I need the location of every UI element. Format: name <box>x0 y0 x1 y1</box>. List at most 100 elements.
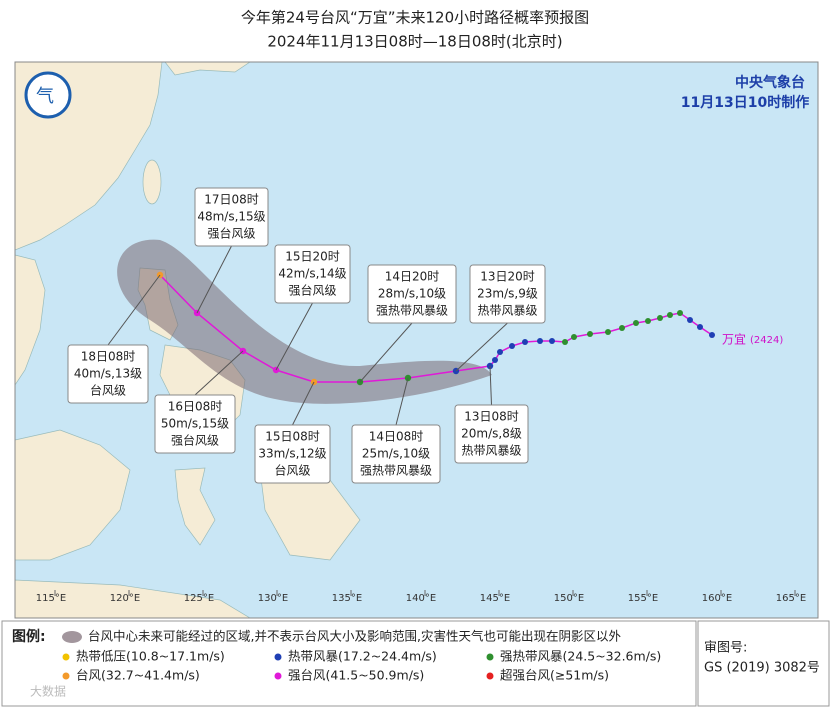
callout-box <box>274 244 351 304</box>
callout-level: 强台风级 <box>171 433 219 448</box>
issued: 11月13日10时制作 <box>681 94 809 111</box>
callout-level: 强台风级 <box>288 283 336 298</box>
callout-pointer <box>194 350 244 396</box>
past-point <box>709 332 715 338</box>
past-point <box>537 338 543 344</box>
callout-wind: 42m/s,14级 <box>278 267 346 281</box>
callout-box <box>194 187 269 247</box>
legend-swatch <box>274 672 282 680</box>
probability-cone <box>117 239 493 404</box>
lon-label: 120°E <box>110 593 140 604</box>
lon-label: 140°E <box>406 593 436 604</box>
callout-wind: 20m/s,8级 <box>461 427 522 441</box>
legend-cone-swatch <box>62 631 82 643</box>
past-point <box>587 331 593 337</box>
callout-pointer <box>275 302 313 371</box>
approval-number: GS (2019) 3082号 <box>704 661 820 676</box>
approval-box <box>697 620 830 707</box>
typhoon-code: (2424) <box>750 335 783 346</box>
callout-box <box>367 264 457 324</box>
callout-pointer <box>292 381 315 426</box>
legend-box <box>1 620 697 707</box>
callout-time: 14日20时 <box>385 270 440 284</box>
callout-box <box>154 394 236 454</box>
logo <box>24 71 72 119</box>
callout-wind: 28m/s,10级 <box>378 287 446 301</box>
callout-wind: 50m/s,15级 <box>161 417 229 431</box>
callout-level: 热带风暴级 <box>477 304 537 318</box>
past-point <box>633 320 639 326</box>
legend-swatch <box>62 653 70 661</box>
legend-label: 强台风(41.5~50.9m/s) <box>288 668 424 683</box>
lon-label: 145°E <box>480 593 510 604</box>
lon-label: 130°E <box>258 593 288 604</box>
legend-label: 超强台风(≥51m/s) <box>500 668 609 683</box>
legend-swatch <box>274 653 282 661</box>
callout-time: 15日20时 <box>285 250 340 264</box>
callout-wind: 23m/s,9级 <box>477 287 538 301</box>
past-point <box>522 339 528 345</box>
legend-label: 热带风暴(17.2~24.4m/s) <box>288 649 437 664</box>
callout-box <box>469 264 546 324</box>
past-point <box>605 329 611 335</box>
callout-level: 强热带风暴级 <box>360 464 432 478</box>
past-point <box>697 324 703 330</box>
callout-pointer <box>395 377 409 426</box>
past-point <box>562 339 568 345</box>
lon-label: 135°E <box>332 593 362 604</box>
callout-time: 15日08时 <box>265 430 320 444</box>
logo-mark: 气 <box>36 86 54 107</box>
callout-pointer <box>489 365 492 406</box>
past-point <box>509 343 515 349</box>
legend-label: 台风(32.7~41.4m/s) <box>76 668 200 683</box>
legend-swatch <box>486 672 494 680</box>
past-point <box>492 357 498 363</box>
past-point <box>667 312 673 318</box>
callout-wind: 48m/s,15级 <box>197 210 265 224</box>
past-point <box>549 338 555 344</box>
callout-box <box>254 424 331 484</box>
legend-swatch <box>486 653 494 661</box>
lon-label: 160°E <box>702 593 732 604</box>
lon-label: 165°E <box>776 593 806 604</box>
callout-time: 14日08时 <box>369 430 424 444</box>
callout-pointer <box>196 245 232 314</box>
past-point <box>645 318 651 324</box>
legend-swatch <box>62 672 70 680</box>
legend-label: 强热带风暴(24.5~32.6m/s) <box>500 649 661 664</box>
past-point <box>619 325 625 331</box>
callout-level: 强热带风暴级 <box>376 304 448 318</box>
legend-cone: 台风中心未来可能经过的区域,并不表示台风大小及影响范围,灾害性天气也可能出现在阴… <box>88 629 621 644</box>
callout-level: 热带风暴级 <box>461 444 521 458</box>
callout-box <box>454 404 529 464</box>
callout-level: 强台风级 <box>207 226 255 241</box>
callout-time: 16日08时 <box>168 400 223 414</box>
lon-label: 150°E <box>554 593 584 604</box>
callout-wind: 25m/s,10级 <box>362 447 430 461</box>
legend-items: 热带低压(10.8~17.1m/s) 热带风暴(17.2~24.4m/s) 强热带风… <box>62 649 661 683</box>
callout-wind: 40m/s,13级 <box>74 367 142 381</box>
callout-pointer <box>107 274 161 346</box>
watermark: 大数据 <box>30 684 66 699</box>
callout-pointer <box>359 322 413 383</box>
map-frame <box>14 61 819 619</box>
legend-title: 图例: <box>12 628 46 645</box>
lon-labels: 115°E 120°E 125°E 130°E 135°E 140°E 145°E 150°E… <box>36 590 806 604</box>
callout-wind: 33m/s,12级 <box>258 447 326 461</box>
callout-level: 台风级 <box>90 383 126 398</box>
callout-time: 17日08时 <box>204 193 259 207</box>
past-point <box>657 315 663 321</box>
callout-level: 台风级 <box>274 463 310 478</box>
map: 115°E 120°E 125°E 130°E 135°E 140°E 145°E 150°E… <box>15 62 818 618</box>
approval-label: 审图号: <box>704 641 747 656</box>
lon-label: 155°E <box>628 593 658 604</box>
callout-time: 13日08时 <box>464 410 519 424</box>
subtitle: 2024年11月13日08时—18日08时(北京时) <box>267 33 562 51</box>
past-point <box>497 349 503 355</box>
lon-label: 115°E <box>36 593 66 604</box>
lon-label: 125°E <box>184 593 214 604</box>
past-point <box>677 310 683 316</box>
callout-time: 18日08时 <box>81 350 136 364</box>
agency: 中央气象台 <box>735 74 805 91</box>
